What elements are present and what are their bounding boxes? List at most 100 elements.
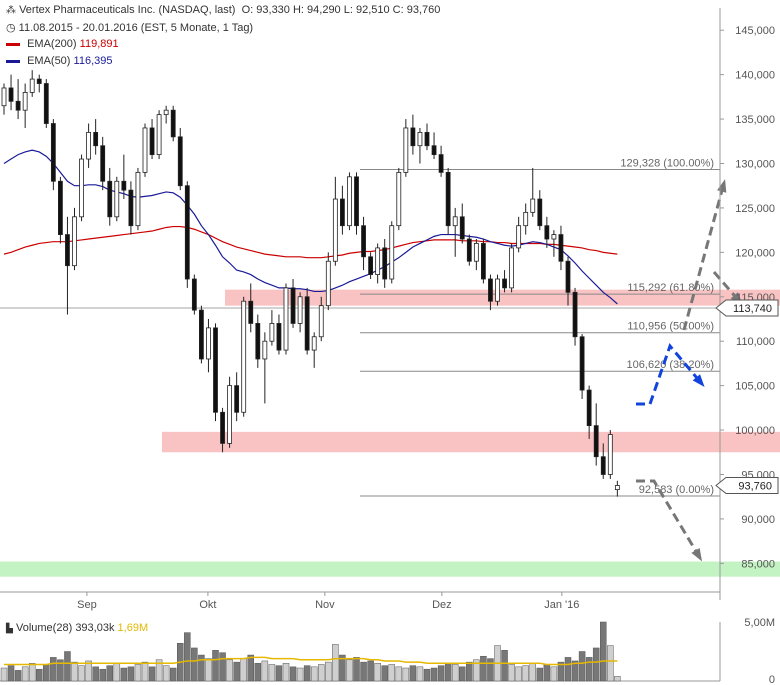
candle-body — [86, 131, 91, 160]
volume-bar — [550, 666, 558, 682]
y-tick-label: 140,000 — [735, 70, 775, 82]
price-tag-label: 113,740 — [733, 303, 772, 315]
price-tag-box — [715, 299, 779, 317]
candle-body — [206, 327, 211, 360]
legend-ema50[interactable]: EMA(50) 116,395 — [6, 55, 112, 67]
candle-body — [389, 225, 395, 280]
clock-icon: ◷ — [6, 22, 16, 34]
candle-body — [262, 340, 268, 360]
candle-body — [43, 83, 49, 124]
candle-body — [459, 216, 465, 240]
volume-bar — [191, 647, 198, 682]
volume-bar — [409, 665, 417, 682]
volume-icon: ▙ — [6, 623, 13, 633]
candle-body — [1, 87, 7, 107]
candle-body — [93, 131, 99, 147]
candle-body — [410, 127, 416, 147]
volume-bar — [169, 667, 177, 682]
blue-forecast-arrow-head — [692, 374, 705, 388]
volume-bar — [64, 651, 71, 682]
candle-body — [198, 309, 204, 360]
candle-body — [502, 278, 507, 289]
fibonacci-layer: 129,328 (100.00%) 115,292 (61.80%) 110,956… — [0, 157, 720, 497]
volume-bar — [21, 666, 29, 682]
volume-bar — [282, 663, 290, 682]
volume-bar — [451, 664, 459, 682]
candle-body — [269, 323, 275, 342]
volume-bar — [212, 650, 219, 682]
volume-layer: 5,00M 0 — [0, 617, 775, 685]
legend-volume[interactable]: ▙ Volume(28) 393,03k 1,69M — [6, 622, 148, 634]
volume-bar — [275, 665, 283, 682]
volume-bar — [480, 655, 487, 682]
volume-bar — [557, 661, 565, 682]
volume-bar — [466, 661, 473, 682]
candle-body — [36, 78, 42, 84]
candle-body — [354, 176, 359, 227]
volume-bar — [247, 654, 254, 682]
fib-label: 115,292 (61.80%) — [627, 282, 714, 294]
candle-body — [234, 385, 240, 413]
candle-body — [452, 216, 458, 227]
volume-bar — [57, 659, 64, 682]
y-tick-label: 90,000 — [741, 514, 775, 526]
volume-bar — [310, 666, 318, 682]
candle-body — [276, 323, 282, 351]
fib-label: 110,956 (50.00%) — [627, 321, 714, 333]
y-tick-label: 135,000 — [735, 114, 775, 126]
volume-bar — [240, 658, 247, 682]
legend-ema200[interactable]: EMA(200) 119,891 — [6, 38, 119, 50]
volume-bar — [184, 632, 191, 682]
candle-body — [438, 154, 444, 173]
ema50-line — [3, 149, 618, 305]
y-tick-label: 130,000 — [735, 158, 775, 170]
volume-bar — [261, 660, 269, 682]
volume-bar — [522, 665, 529, 682]
candle-body — [614, 485, 620, 490]
candle-body — [466, 238, 472, 262]
candle-body — [516, 225, 522, 249]
candle-body — [79, 158, 84, 218]
candle-body — [417, 131, 423, 147]
ema50-value: 116,395 — [73, 55, 113, 67]
candle-body — [114, 180, 120, 218]
price-tags-layer: 113,740 93,760 — [715, 299, 779, 495]
volume-bar — [585, 657, 593, 682]
candle-body — [347, 176, 352, 227]
volume-bar — [254, 663, 262, 682]
volume-bar — [92, 666, 99, 682]
volume-bar — [233, 661, 240, 682]
candle-body — [149, 127, 155, 156]
chart-header: ⁂ Vertex Pharmaceuticals Inc. (NASDAQ, l… — [6, 4, 440, 16]
volume-bar — [318, 664, 325, 682]
candle-body — [565, 260, 571, 293]
candle-body — [65, 234, 70, 267]
candle-body — [15, 100, 21, 111]
volume-bar — [592, 647, 600, 682]
y-tick-label: 110,000 — [736, 336, 775, 348]
candle-body — [473, 243, 479, 262]
volume-bar — [459, 666, 466, 682]
candle-body — [495, 278, 500, 302]
x-tick-label: Jan '16 — [544, 599, 579, 611]
volume-bar — [198, 654, 205, 682]
volume-label: Volume(28) — [15, 622, 73, 634]
volume-bar — [339, 654, 346, 682]
volume-bar — [78, 665, 85, 682]
fib-label: 106,620 (38.20%) — [627, 359, 714, 371]
candle-body — [170, 109, 176, 138]
volume-bar — [416, 666, 424, 682]
price-tag-label: 93,760 — [738, 481, 772, 493]
volume-bar — [508, 664, 515, 682]
volume-bar — [402, 667, 410, 682]
zone-2 — [0, 561, 780, 577]
candle-body — [403, 127, 409, 173]
volume-bar — [113, 663, 121, 682]
candle-body — [445, 171, 451, 227]
candle-body — [325, 260, 331, 307]
candle-body — [424, 131, 430, 147]
volume-bar — [120, 667, 128, 682]
volume-bar — [141, 661, 149, 682]
volume-bar — [85, 660, 92, 682]
